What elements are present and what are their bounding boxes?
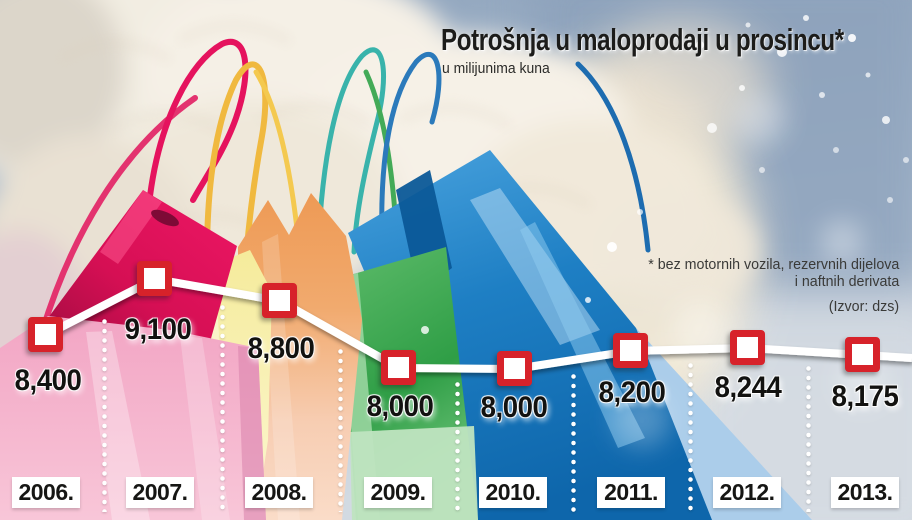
value-label-2011: 8,200 <box>598 376 666 409</box>
value-label-2006: 8,400 <box>14 364 82 397</box>
data-point-marker-2009 <box>381 350 416 385</box>
year-label-2009: 2009. <box>364 477 432 508</box>
footnote-line-1: * bez motornih vozila, rezervnih dijelov… <box>647 256 899 273</box>
data-point-marker-2008 <box>262 283 297 318</box>
year-label-2008: 2008. <box>245 477 313 508</box>
value-label-2010: 8,000 <box>480 391 548 424</box>
data-point-marker-2010 <box>497 351 532 386</box>
data-point-marker-2011 <box>613 333 648 368</box>
year-label-2006: 2006. <box>12 477 80 508</box>
data-point-marker-2012 <box>730 330 765 365</box>
dotted-separator <box>806 364 811 512</box>
year-label-2010: 2010. <box>479 477 547 508</box>
year-label-2011: 2011. <box>597 477 665 508</box>
year-label-2012: 2012. <box>713 477 781 508</box>
dotted-separator <box>455 380 460 512</box>
chart-title: Potrošnja u maloprodaji u prosincu* <box>441 22 844 57</box>
value-label-2012: 8,244 <box>714 371 782 404</box>
value-label-2008: 8,800 <box>247 332 315 365</box>
footnote-line-2: i naftnih derivata <box>794 273 899 290</box>
dotted-separator <box>102 317 107 512</box>
data-point-marker-2006 <box>28 317 63 352</box>
dotted-separator <box>688 361 693 512</box>
value-label-2013: 8,175 <box>831 380 899 413</box>
dotted-separator <box>220 303 225 512</box>
footnote: * bez motornih vozila, rezervnih dijelov… <box>648 256 899 290</box>
year-label-2013: 2013. <box>831 477 899 508</box>
dotted-separator <box>338 347 343 512</box>
data-point-marker-2007 <box>137 261 172 296</box>
chart-subtitle: u milijunima kuna <box>442 60 550 77</box>
value-label-2009: 8,000 <box>366 390 434 423</box>
source-note: (Izvor: dzs) <box>828 298 899 315</box>
data-point-marker-2013 <box>845 337 880 372</box>
value-label-2007: 9,100 <box>124 313 192 346</box>
year-label-2007: 2007. <box>126 477 194 508</box>
dotted-separator <box>571 372 576 512</box>
